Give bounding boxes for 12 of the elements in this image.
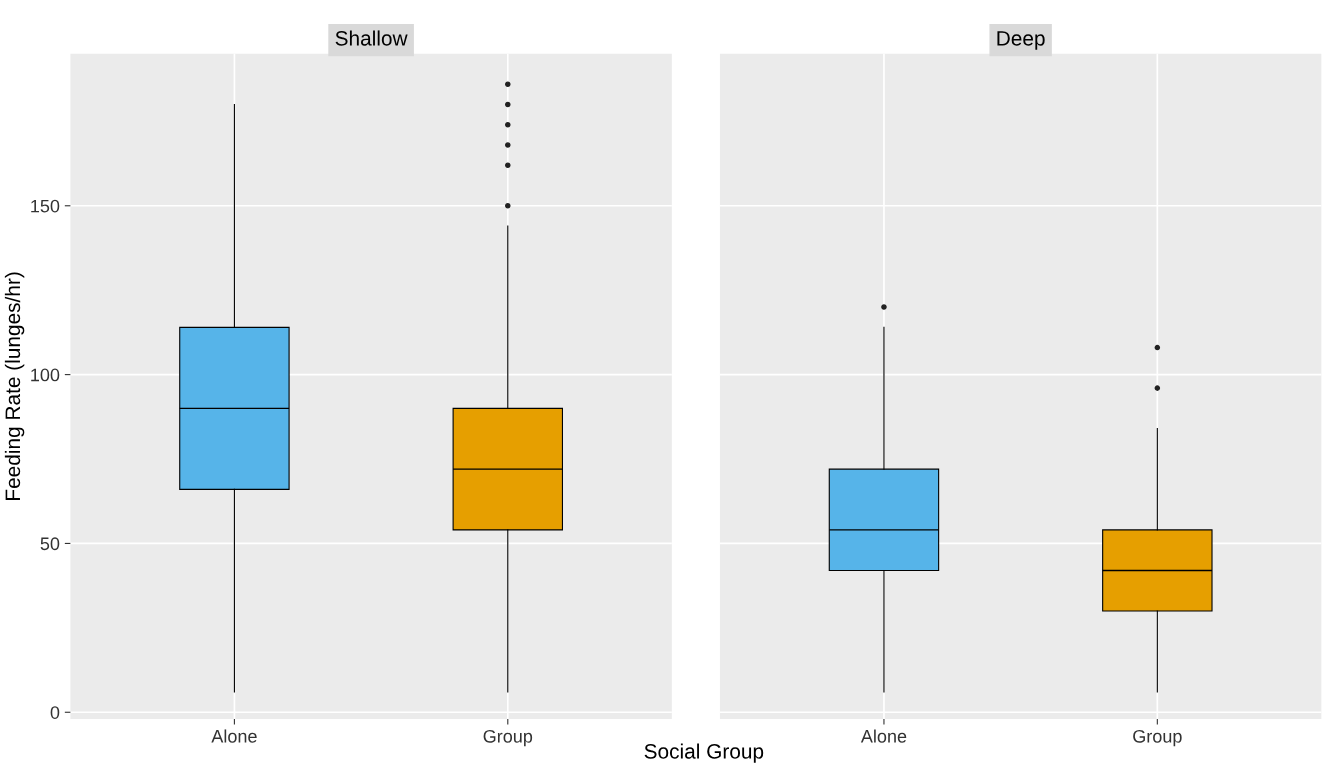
x-tick-label: Group (1133, 729, 1182, 747)
chart-title: Deep (997, 31, 1045, 50)
x-tick-label: Alone (211, 729, 257, 743)
x-tick-label: Group (483, 729, 533, 747)
x-tick-label: Alone (860, 729, 907, 743)
y-tick-label: 100 (31, 368, 60, 382)
y-tick-label: 0 (50, 706, 60, 719)
y-tick-label: 50 (40, 537, 60, 551)
y-tick-label: 150 (31, 199, 60, 213)
x-axis-title: Social Group (644, 743, 764, 763)
chart-title: Shallow (335, 30, 408, 46)
y-axis-title: Feeding Rate (lunges/hr) (4, 272, 25, 500)
